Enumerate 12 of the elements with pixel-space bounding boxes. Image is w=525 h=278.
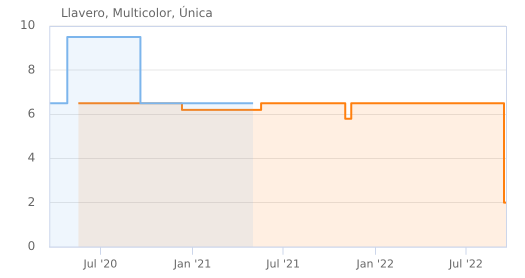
- x-tick-label: Jul '22: [448, 257, 483, 270]
- y-tick-label: 10: [20, 18, 36, 32]
- y-tick-label: 8: [28, 62, 36, 76]
- x-tick-label: Jan '21: [172, 257, 212, 270]
- chart-title: Llavero, Multicolor, Única: [61, 6, 213, 20]
- y-tick-label: 0: [28, 238, 36, 253]
- x-tick-label: Jan '22: [356, 257, 394, 270]
- y-tick-label: 2: [28, 194, 36, 209]
- x-tick-label: Jul '21: [265, 257, 300, 270]
- x-tick-label: Jul '20: [82, 257, 118, 270]
- y-tick-label: 6: [28, 106, 36, 120]
- y-tick-label: 4: [28, 150, 36, 165]
